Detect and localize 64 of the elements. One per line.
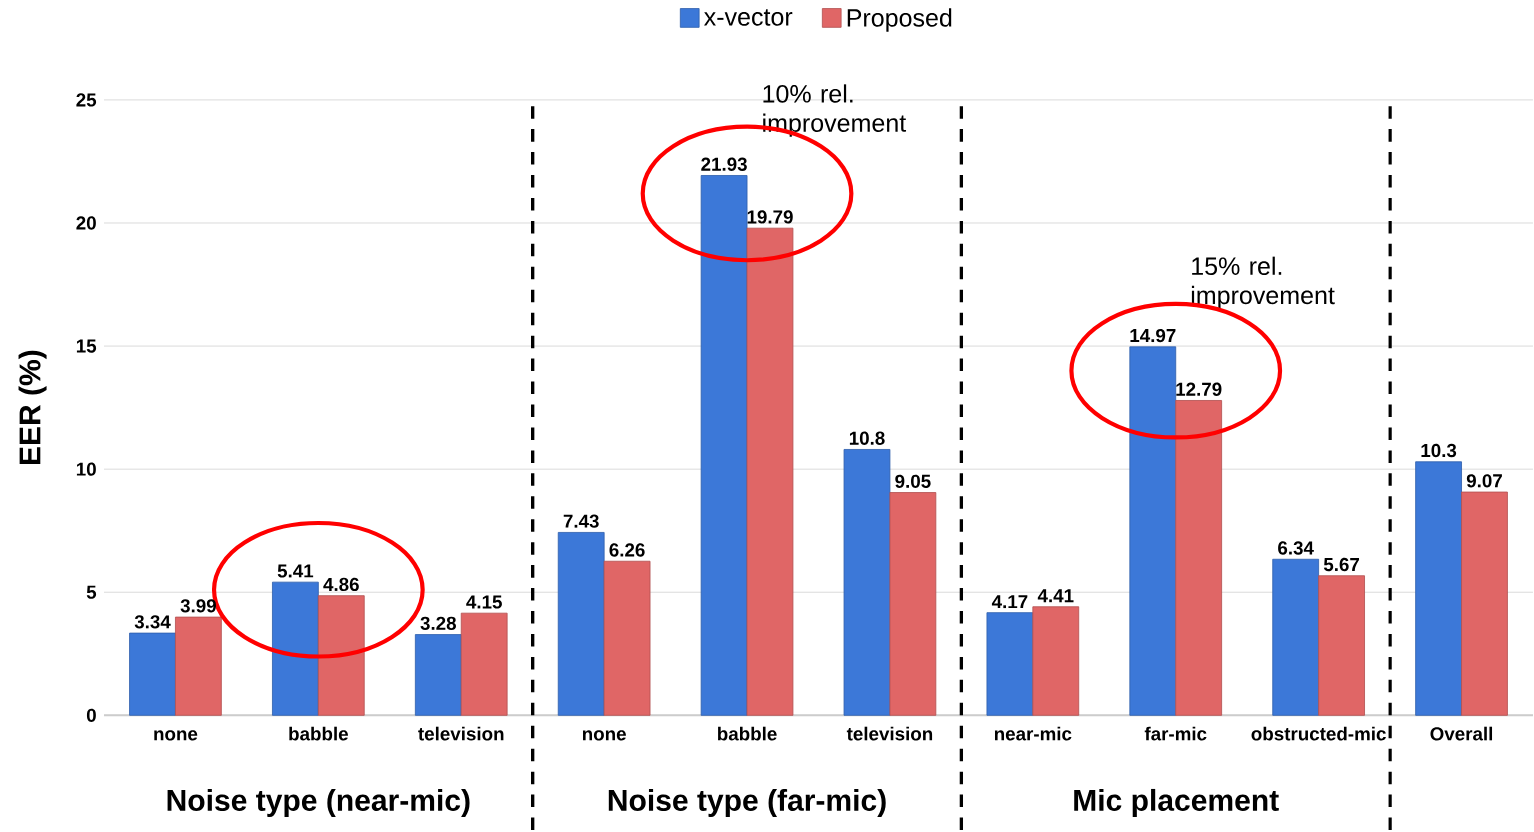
data-label: 6.26 bbox=[609, 543, 645, 557]
data-label: 14.97 bbox=[1130, 329, 1176, 343]
y-tick-label: 15 bbox=[76, 339, 97, 353]
data-label: 10.8 bbox=[849, 431, 885, 446]
bar bbox=[1032, 606, 1080, 716]
data-label: 3.28 bbox=[420, 616, 456, 631]
data-label: 4.41 bbox=[1037, 589, 1074, 603]
bar bbox=[557, 532, 605, 716]
text: Mic placement bbox=[1074, 789, 1279, 818]
annotation: 15% rel. improvement bbox=[1191, 256, 1335, 310]
x-tick-label: far-mic bbox=[1144, 726, 1207, 741]
bar bbox=[414, 634, 462, 716]
legend-label: x-vector bbox=[704, 9, 793, 26]
bar bbox=[1318, 575, 1365, 716]
data-label: 3.34 bbox=[134, 615, 171, 629]
data-label: 12.79 bbox=[1176, 382, 1222, 397]
bar bbox=[700, 175, 748, 716]
bar bbox=[460, 612, 508, 716]
x-tick-label: babble bbox=[718, 726, 777, 741]
x-tick-label: television bbox=[846, 726, 933, 741]
data-label: 5.41 bbox=[277, 564, 314, 578]
bar bbox=[1175, 400, 1223, 716]
text: Noise type (far-mic) bbox=[608, 789, 886, 818]
bar bbox=[1272, 558, 1320, 716]
y-tick-label: 5 bbox=[86, 585, 97, 599]
y-tick-label: 0 bbox=[86, 708, 96, 723]
bar bbox=[889, 492, 937, 716]
data-label: 9.05 bbox=[895, 474, 931, 489]
x-tick-label: babble bbox=[289, 726, 348, 741]
bar bbox=[175, 616, 222, 716]
x-tick-label: none bbox=[582, 730, 626, 741]
data-label: 4.15 bbox=[466, 595, 502, 609]
data-label: 6.34 bbox=[1278, 541, 1314, 555]
data-label: 7.43 bbox=[563, 514, 599, 528]
bar bbox=[1461, 491, 1508, 716]
bar bbox=[317, 595, 365, 716]
data-label: 5.67 bbox=[1323, 557, 1360, 572]
data-label: 3.99 bbox=[180, 599, 216, 613]
y-axis-title: EER (%) bbox=[18, 350, 47, 465]
bar bbox=[746, 227, 794, 716]
legend-label: Proposed bbox=[847, 8, 952, 32]
bar bbox=[1415, 461, 1462, 716]
data-label: 21.93 bbox=[701, 157, 747, 172]
data-label: 19.79 bbox=[747, 210, 793, 224]
y-tick-label: 10 bbox=[76, 462, 96, 476]
bar bbox=[272, 581, 319, 716]
y-tick-label: 20 bbox=[76, 216, 96, 230]
y-tick-label: 25 bbox=[76, 93, 97, 107]
x-tick-label: none bbox=[154, 730, 198, 741]
x-tick-label: television bbox=[418, 726, 504, 741]
annotation: 10% rel. improvement bbox=[763, 84, 907, 138]
bar bbox=[843, 449, 891, 716]
data-label: 10.3 bbox=[1421, 443, 1457, 458]
x-tick-label: Overall bbox=[1430, 726, 1493, 741]
data-label: 9.07 bbox=[1466, 474, 1502, 488]
x-tick-label: obstructed-mic bbox=[1251, 726, 1386, 741]
text: Noise type (near-mic) bbox=[167, 789, 470, 818]
bar bbox=[986, 612, 1034, 716]
bar bbox=[129, 632, 176, 716]
data-label: 4.17 bbox=[991, 595, 1028, 609]
data-label: 4.86 bbox=[323, 577, 359, 592]
bar bbox=[1129, 346, 1177, 716]
bar bbox=[603, 560, 651, 716]
x-tick-label: near-mic bbox=[994, 726, 1072, 741]
